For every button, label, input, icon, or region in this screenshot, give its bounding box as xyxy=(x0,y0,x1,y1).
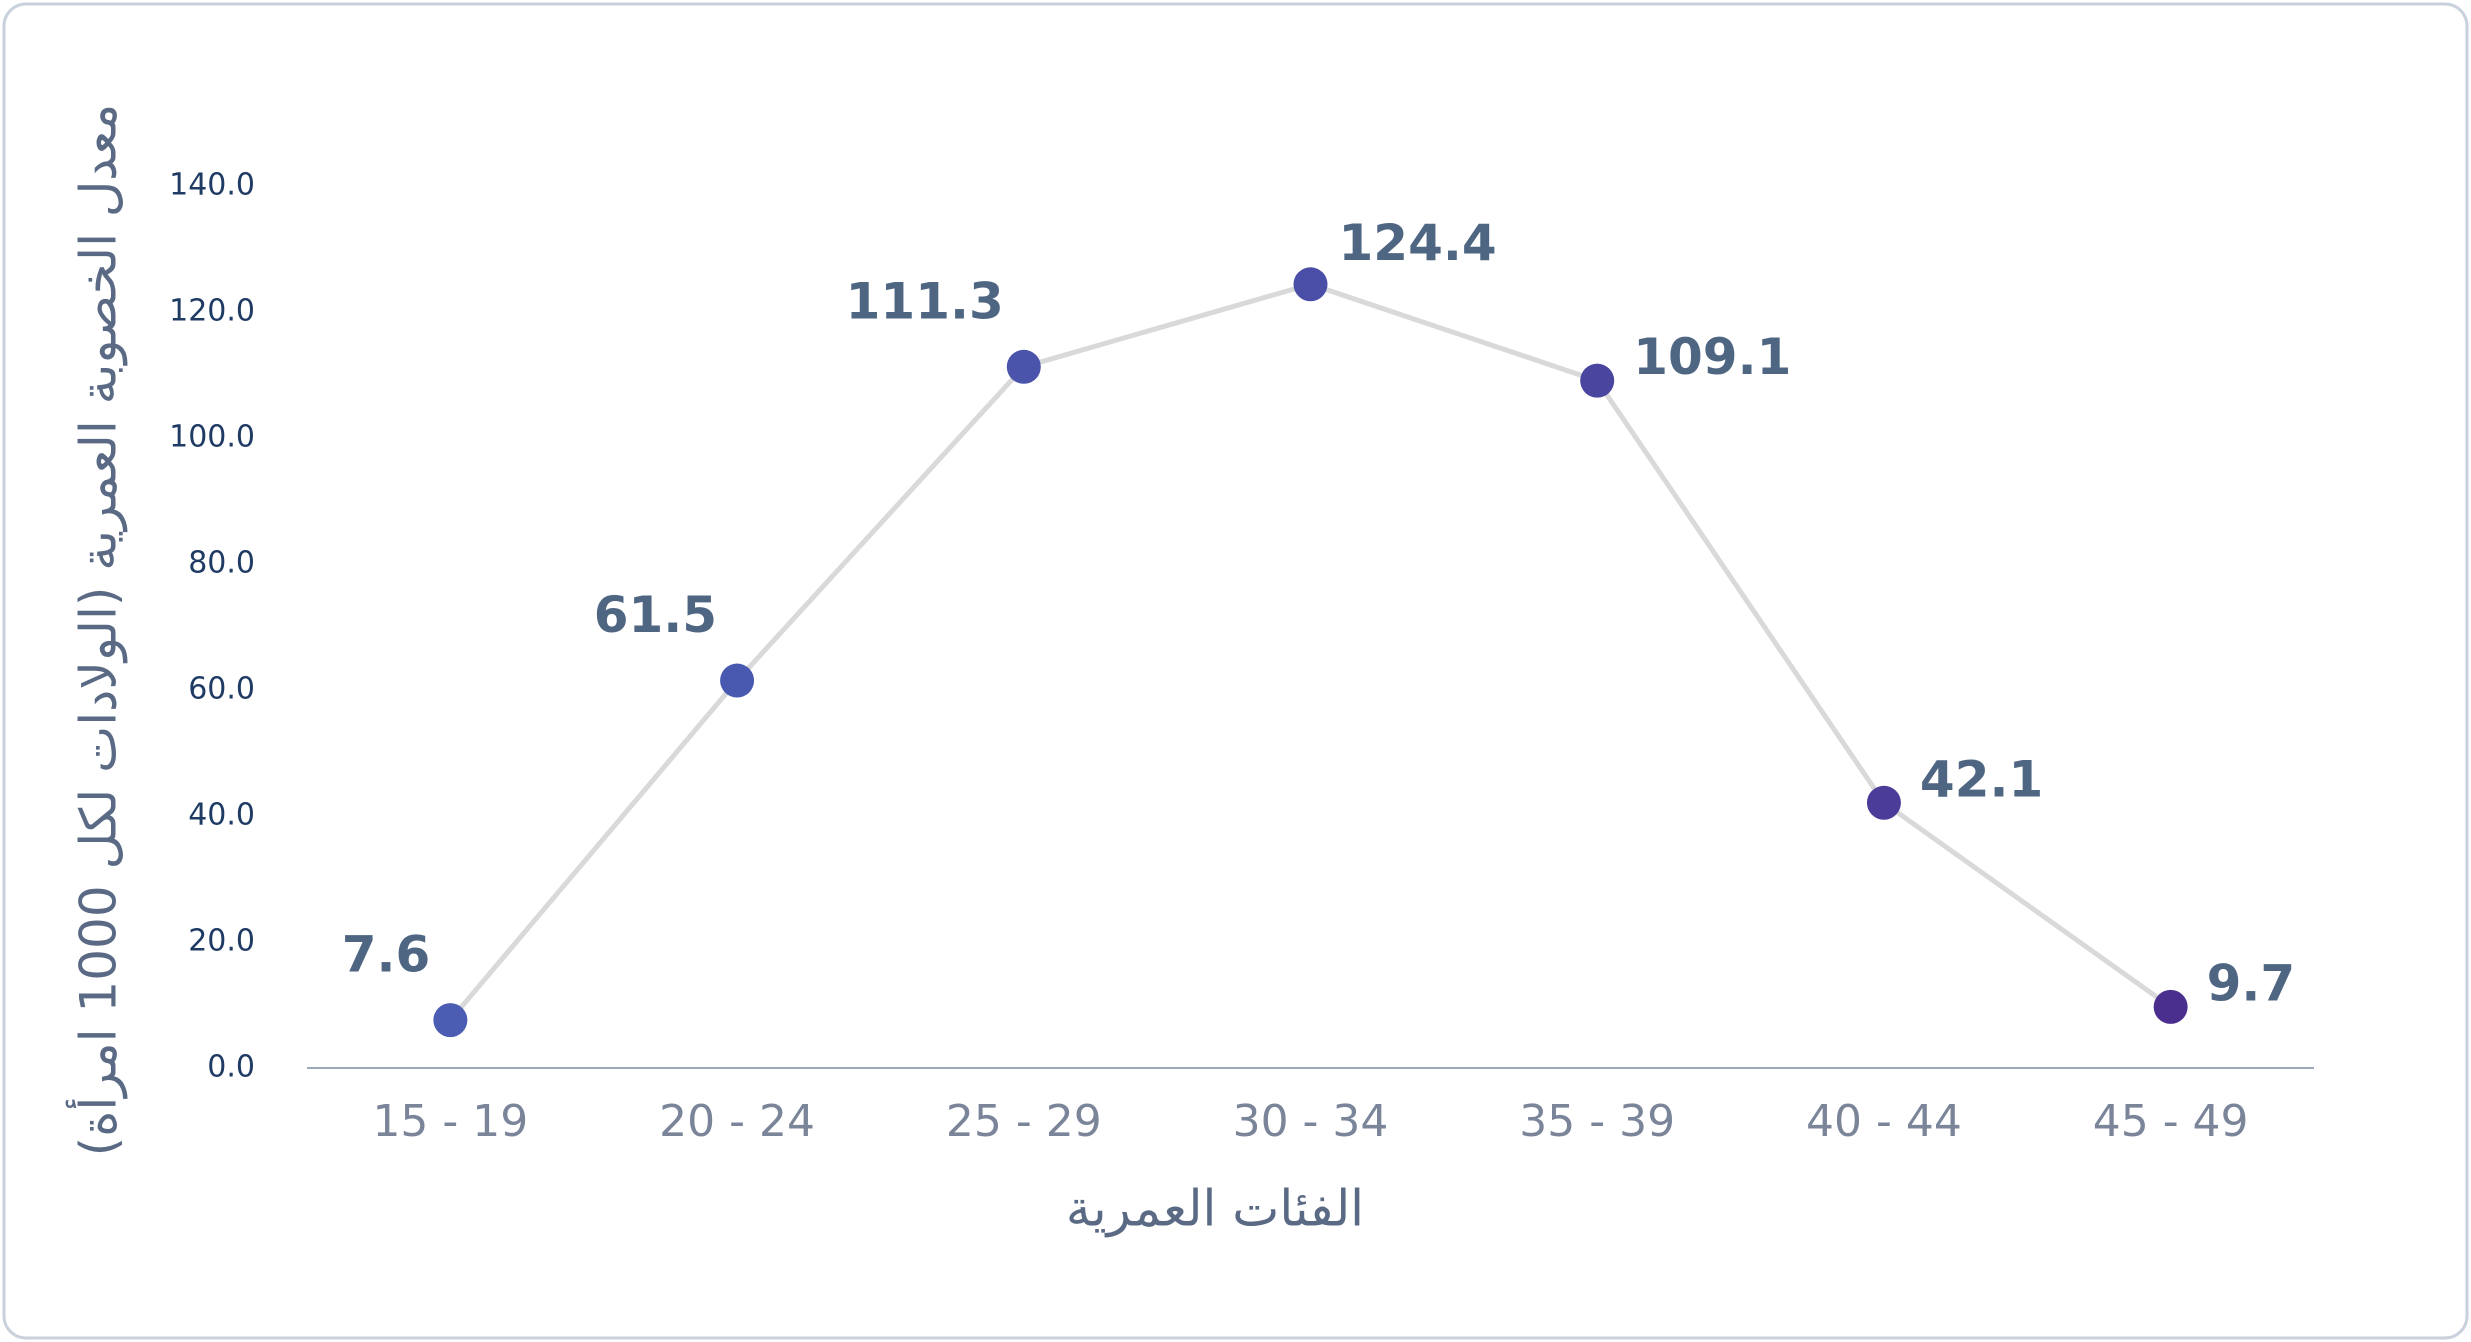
x-axis-title: الفئات العمرية xyxy=(1066,1180,1364,1238)
y-tick-label: 80.0 xyxy=(188,546,255,581)
data-label: 42.1 xyxy=(1920,750,2043,808)
x-tick-label: 40 - 44 xyxy=(1806,1096,1962,1147)
y-tick-label: 120.0 xyxy=(169,294,255,329)
x-tick-label: 45 - 49 xyxy=(2093,1096,2249,1147)
y-tick-label: 60.0 xyxy=(188,672,255,707)
data-label: 111.3 xyxy=(846,272,1004,330)
y-tick-label: 20.0 xyxy=(188,924,255,959)
data-label: 7.6 xyxy=(342,926,431,984)
point xyxy=(1293,267,1328,302)
data-label: 124.4 xyxy=(1339,214,1497,272)
x-tick-label: 15 - 19 xyxy=(372,1096,528,1147)
y-tick-label: 0.0 xyxy=(207,1050,255,1085)
y-tick-label: 100.0 xyxy=(169,420,255,455)
x-tick-label: 20 - 24 xyxy=(659,1096,815,1147)
point xyxy=(1006,349,1041,384)
point xyxy=(2153,989,2188,1024)
x-tick-label: 35 - 39 xyxy=(1519,1096,1675,1147)
y-axis-title: معدل الخصوبة العمرية (الولادات لكل 1000 … xyxy=(66,104,128,1157)
data-label: 61.5 xyxy=(594,586,717,644)
y-tick-label: 140.0 xyxy=(169,168,255,203)
y-tick-label: 40.0 xyxy=(188,798,255,833)
data-label: 9.7 xyxy=(2207,954,2296,1012)
point xyxy=(433,1003,468,1038)
point xyxy=(1580,363,1615,398)
x-tick-label: 25 - 29 xyxy=(946,1096,1102,1147)
data-label: 109.1 xyxy=(1633,328,1791,386)
point xyxy=(1866,785,1901,820)
x-tick-label: 30 - 34 xyxy=(1233,1096,1389,1147)
point xyxy=(720,663,755,698)
